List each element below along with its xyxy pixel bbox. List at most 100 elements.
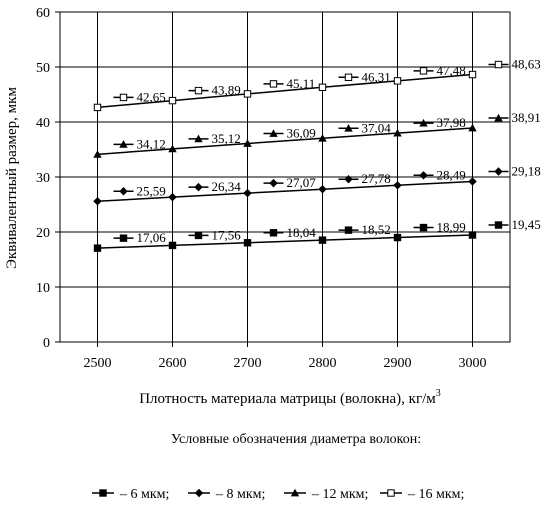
- label-key-marker: [269, 80, 278, 88]
- label-key-marker: [194, 231, 203, 240]
- y-tick-label: 10: [36, 281, 50, 296]
- label-key-marker: [194, 86, 203, 95]
- x-tick-label: 3000: [459, 356, 487, 371]
- data-point: [393, 128, 402, 137]
- data-point: [243, 139, 252, 147]
- data-point: [168, 144, 177, 153]
- x-tick-label: 2600: [159, 356, 187, 371]
- data-label: 25,59: [137, 183, 166, 198]
- series-group: [93, 70, 477, 252]
- data-label: 29,18: [512, 164, 541, 179]
- data-point: [168, 96, 177, 105]
- label-key-marker: [194, 134, 203, 143]
- data-label: 37,98: [437, 115, 466, 130]
- data-label: 18,52: [362, 222, 391, 237]
- data-label: 17,06: [137, 230, 167, 245]
- y-tick-label: 0: [43, 336, 50, 351]
- x-tick-label: 2700: [234, 356, 262, 371]
- data-label: 47,48: [437, 63, 466, 78]
- legend: – 6 мкм; – 8 мкм; – 12 мкм; – 16 мкм;: [92, 487, 464, 502]
- label-key-marker: [494, 113, 503, 122]
- legend-entry-label: – 16 мкм;: [407, 487, 464, 502]
- x-tick-label: 2800: [309, 356, 337, 371]
- data-point: [93, 150, 102, 158]
- label-key-marker: [419, 67, 428, 75]
- data-label: 36,09: [287, 126, 316, 141]
- x-tick-label: 2500: [84, 356, 112, 371]
- y-axis-title: Эквивалентный размер, мкм: [4, 87, 20, 269]
- y-tick-label: 20: [36, 226, 50, 241]
- x-axis-title-superscript: 3: [436, 388, 441, 399]
- label-key-marker: [344, 226, 353, 234]
- data-point: [318, 134, 327, 142]
- data-label: 18,99: [437, 220, 466, 235]
- data-point: [468, 70, 477, 79]
- data-point: [93, 244, 102, 252]
- data-label: 26,34: [212, 179, 242, 194]
- label-key-marker: [119, 187, 128, 196]
- data-point: [468, 231, 477, 239]
- data-point: [318, 185, 327, 194]
- data-point: [93, 103, 102, 112]
- series-line: [97, 180, 473, 203]
- data-point: [393, 77, 402, 85]
- data-label: 34,12: [137, 136, 166, 151]
- data-point: [243, 239, 252, 247]
- label-key-marker: [344, 175, 353, 184]
- legend-key-marker: [99, 489, 107, 497]
- series-line: [97, 234, 473, 249]
- x-tick-label: 2900: [384, 356, 412, 371]
- label-key-marker: [269, 129, 278, 137]
- data-label: 46,31: [362, 69, 391, 84]
- x-axis-title-main: Плотность материала матрицы (волокна), к…: [139, 391, 436, 407]
- label-key-marker: [494, 60, 503, 69]
- data-label: 27,07: [287, 175, 317, 190]
- legend-entry-label: – 8 мкм;: [215, 487, 265, 502]
- legend-key-marker: [194, 488, 204, 498]
- label-key-marker: [194, 182, 203, 192]
- data-point: [393, 233, 402, 242]
- data-labels: 17,06 17,56 18,04 18,52 18,99 19,45 25,59 26,34…: [113, 57, 541, 245]
- label-key-marker: [269, 229, 278, 237]
- data-point: [243, 90, 252, 98]
- series-line: [97, 73, 473, 109]
- data-label: 19,45: [512, 217, 541, 232]
- data-label: 48,63: [512, 57, 541, 72]
- data-label: 38,91: [512, 110, 541, 125]
- label-key-marker: [419, 171, 428, 180]
- data-point: [468, 177, 477, 186]
- label-key-marker: [119, 140, 128, 148]
- legend-key-marker: [387, 489, 395, 497]
- label-key-marker: [494, 167, 503, 176]
- data-label: 17,56: [212, 227, 242, 242]
- label-key-marker: [419, 223, 428, 232]
- label-key-marker: [419, 118, 428, 127]
- label-key-marker: [119, 234, 128, 242]
- series-line: [97, 127, 473, 156]
- label-key-marker: [119, 93, 128, 102]
- data-label: 45,11: [287, 76, 316, 91]
- axes: 0 10 20 30 40 50 60 2500 2600 2700 2800 2900 3000: [36, 6, 511, 371]
- data-point: [318, 83, 327, 91]
- x-axis-title: Плотность материала матрицы (волокна), к…: [139, 388, 441, 407]
- y-tick-label: 60: [36, 6, 50, 21]
- label-key-marker: [494, 221, 503, 229]
- legend-key-marker: [290, 488, 300, 497]
- data-label: 43,89: [212, 83, 241, 98]
- legend-entry-label: – 6 мкм;: [119, 487, 169, 502]
- y-tick-label: 30: [36, 171, 50, 186]
- y-tick-label: 40: [36, 116, 50, 131]
- data-label: 27,78: [362, 171, 391, 186]
- label-key-marker: [344, 124, 353, 132]
- data-point: [168, 192, 177, 202]
- data-point: [393, 181, 402, 190]
- data-point: [168, 241, 177, 250]
- label-key-marker: [344, 73, 353, 81]
- data-label: 37,04: [362, 120, 392, 135]
- legend-entry-label: – 12 мкм;: [311, 487, 368, 502]
- legend-caption: Условные обозначения диаметра волокон:: [171, 432, 421, 447]
- data-label: 18,04: [287, 225, 317, 240]
- data-label: 42,65: [137, 89, 166, 104]
